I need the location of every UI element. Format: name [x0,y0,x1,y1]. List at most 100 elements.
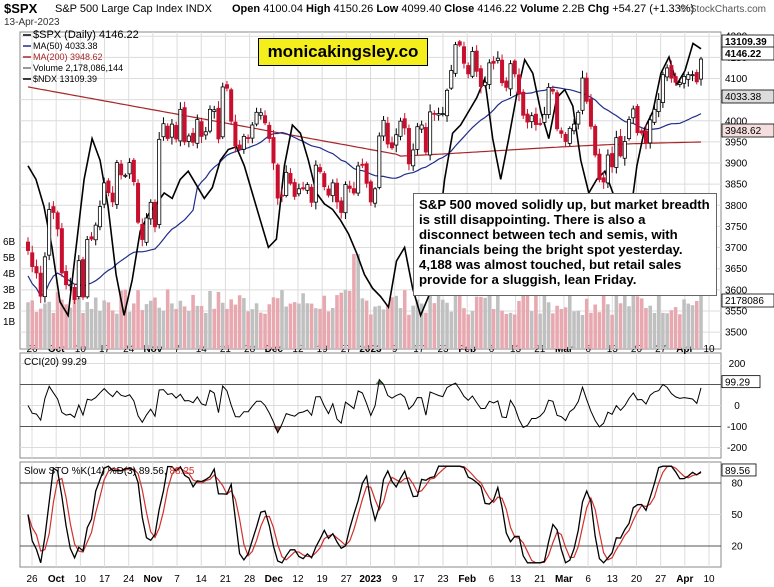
chart-date: 13-Apr-2023 [4,17,60,28]
volume-bar [47,301,51,349]
volume-bar [453,294,458,349]
candle-body [440,113,445,115]
candle-body [275,164,280,199]
x-tick-label-bottom: 10 [703,574,715,585]
volume-bar [26,302,30,349]
x-tick-label-bottom: 6 [489,574,495,585]
candle-body [669,65,674,79]
volume-bar [38,308,43,349]
x-tick-label-bottom: 28 [244,574,256,585]
value-tag [721,46,774,61]
sto-y-tick-label: 80 [731,479,743,490]
high-value: 4150.26 [333,3,374,15]
candle-body [508,63,513,90]
candle-body [610,153,615,168]
brand-box: monicakingsley.co [258,38,428,66]
volume-bar [30,300,35,349]
x-tick-label-bottom: 17 [413,574,425,585]
volume-bar [89,308,94,349]
volume-bar [246,311,250,349]
volume-value: 2.2B [562,3,585,15]
volume-bar [34,311,39,349]
volume-bar [627,306,631,349]
x-tick-label-top: 2023 [359,344,382,355]
x-tick-label-bottom: 26 [26,574,38,585]
volume-bar [271,297,276,349]
volume-bar [601,287,606,349]
candle-body [59,228,64,274]
candle-body [461,46,466,64]
volume-bar [415,299,420,349]
candle-body [38,272,43,297]
volume-bar [132,303,136,349]
candle-body [406,128,411,165]
volume-bar [614,295,619,349]
candle-body [478,68,483,87]
price-y-tick-label: 3550 [725,306,748,317]
x-tick-label-bottom: 24 [123,574,135,585]
candle-body [191,132,196,143]
candle-body [639,130,644,134]
candle-body [449,70,454,89]
candle-body [220,86,225,138]
candle-body [445,89,450,117]
volume-bar [534,285,538,349]
candle-body [580,77,585,111]
candle-body [682,75,687,84]
x-tick-label-bottom: 7 [174,574,180,585]
ticker-symbol: $SPX [4,1,38,16]
high-label: High [306,3,331,15]
volume-bar [225,308,229,349]
candle-body [199,121,204,137]
x-tick-label-top: Apr [676,344,693,355]
volume-bar [157,307,161,349]
candle-body [309,186,314,203]
candle-body [68,284,73,287]
volume-bar [326,311,331,349]
legend-ma50: MA(50) 4033.38 [33,41,98,51]
x-tick-label-bottom: Dec [265,574,284,585]
candle-body [326,188,331,196]
cci-legend: CCI(20) 99.29 [24,357,87,368]
x-tick-label-top: 12 [292,344,304,355]
volume-bar [555,305,559,349]
candle-body [652,108,657,123]
candle-body [110,192,115,203]
candle-body [419,124,424,130]
price-y-tick-label: 3800 [725,201,748,212]
volume-bar [322,295,327,349]
volume-bar [589,312,593,349]
x-tick-label-top: 27 [341,344,353,355]
volume-bar [85,302,90,349]
candle-body [313,164,318,203]
candle-body [140,224,145,240]
volume-bar [457,291,462,349]
candle-body [487,62,492,85]
candle-body [106,180,111,194]
low-label: Low [376,3,399,15]
candle-body [665,67,670,78]
x-tick-label-top: 19 [317,344,329,355]
volume-bar [220,302,225,349]
volume-bar [330,307,335,349]
x-tick-label-top: 21 [534,344,546,355]
x-tick-label-top: 10 [703,344,715,355]
x-tick-label-bottom: 23 [437,574,449,585]
volume-bar [93,297,98,349]
volume-bar [466,314,470,349]
volume-bar [102,300,106,349]
candle-body [339,200,344,213]
volume-bar [665,313,669,349]
candle-body [533,113,538,125]
candle-body [148,201,153,220]
price-y-tick-label: 3650 [725,264,748,275]
volume-bar [462,308,466,349]
volume-bar [305,303,310,349]
price-y-tick-label: 3500 [725,328,748,339]
value-tag-label: 4033.38 [725,92,762,103]
candle-body [601,177,606,183]
candle-body [42,256,47,298]
volume-bar [212,308,217,349]
low-value: 4099.40 [401,3,442,15]
